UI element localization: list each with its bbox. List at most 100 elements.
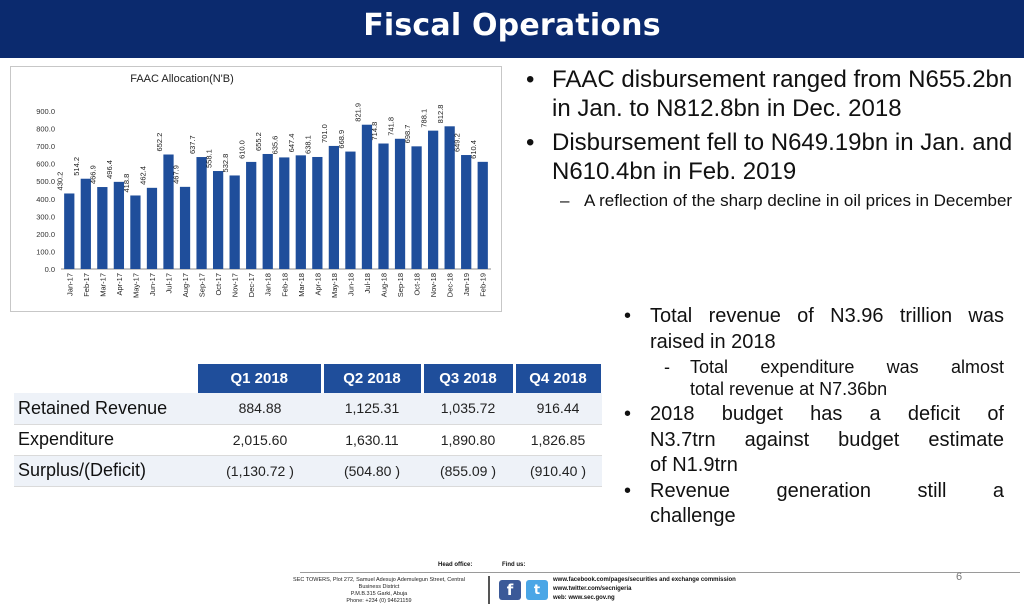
table-header: Q2 2018 — [322, 364, 424, 393]
data-label: 812.8 — [436, 105, 445, 124]
data-label: 466.9 — [89, 165, 98, 184]
row-label: Expenditure — [14, 424, 198, 456]
data-label: 714.8 — [370, 122, 379, 141]
y-tick-label: 100.0 — [36, 247, 55, 256]
bullet-marker: • — [526, 129, 535, 156]
table-row: Expenditure 2,015.60 1,630.11 1,890.80 1… — [14, 424, 602, 456]
bar — [427, 130, 439, 269]
bullet-text: Disbursement fell to N649.19bn in Jan. a… — [552, 129, 1013, 185]
x-tick-label: Jun-18 — [346, 273, 355, 296]
bar — [163, 154, 174, 269]
x-tick-label: Feb-17 — [82, 273, 91, 297]
data-label: 821.9 — [353, 103, 362, 122]
x-tick-label: Feb-19 — [479, 273, 488, 297]
top-bullets: • FAAC disbursement ranged from N655.2bn… — [522, 66, 1014, 211]
y-tick-label: 200.0 — [36, 230, 55, 239]
data-label: 496.4 — [105, 160, 114, 179]
sub-bullet-marker: – — [560, 191, 570, 210]
x-tick-label: Nov-18 — [429, 273, 438, 297]
footer: Head office: SEC TOWERS, Plot 272, Samue… — [0, 562, 1024, 606]
bullet-line: Total revenue of N3.96 trillion was — [650, 305, 1004, 327]
bullet-revenue-challenge: • Revenue generation still a challenge — [622, 479, 1004, 530]
chart-title: FAAC Allocation(N'B) — [130, 73, 234, 85]
bar — [212, 171, 224, 269]
twitter-link[interactable]: www.twitter.com/secnigeria — [553, 586, 632, 592]
bullet-marker: • — [526, 66, 535, 93]
bullet-line: raised in 2018 — [650, 330, 776, 353]
bullet-budget-deficit: • 2018 budget has a deficit of N3.7trn a… — [622, 402, 1004, 479]
data-label: 610.4 — [469, 140, 478, 159]
y-tick-label: 700.0 — [36, 142, 55, 151]
data-label: 637.7 — [188, 135, 197, 154]
bar — [130, 195, 141, 269]
faac-chart: 0.0 100.0 200.0 300.0 400.0 500.0 600.0 700.0 80… — [10, 66, 502, 312]
bar — [262, 153, 273, 269]
twitter-icon[interactable]: t — [526, 580, 548, 600]
slide-title: Fiscal Operations — [363, 8, 661, 43]
office-address-line: SEC TOWERS, Plot 272, Samuel Adesujo Ade… — [293, 577, 465, 583]
data-label: 558.1 — [204, 149, 213, 168]
bar — [295, 155, 306, 269]
data-label: 655.2 — [254, 132, 263, 151]
bar — [64, 193, 75, 269]
table-header: Q1 2018 — [198, 364, 324, 393]
table-row: Surplus/(Deficit) (1,130.72 ) (504.80 ) … — [14, 455, 602, 487]
x-tick-label: Sep-17 — [198, 273, 207, 297]
data-label: 652.2 — [155, 133, 164, 152]
bullet-total-revenue: • Total revenue of N3.96 trillion was ra… — [622, 304, 1004, 355]
bar — [246, 161, 257, 269]
table-header-row: Q1 2018 Q2 2018 Q3 2018 Q4 2018 — [14, 364, 604, 393]
bullet-marker: • — [624, 479, 632, 502]
bar — [477, 161, 488, 269]
facebook-icon[interactable]: f — [499, 580, 521, 600]
data-label: 430.2 — [56, 172, 65, 191]
y-tick-label: 300.0 — [36, 212, 55, 221]
faac-chart-svg: 0.0 100.0 200.0 300.0 400.0 500.0 600.0 700.0 80… — [36, 103, 491, 298]
table-cell: 884.88 — [198, 393, 322, 425]
bar — [179, 186, 191, 269]
x-tick-label: Sep-18 — [396, 273, 405, 297]
footer-divider — [300, 572, 1020, 573]
y-tick-label: 500.0 — [36, 177, 55, 186]
x-tick-label: Aug-18 — [380, 273, 389, 297]
page-number: 6 — [956, 571, 963, 583]
y-tick-label: 800.0 — [36, 125, 55, 134]
x-tick-label: Jan-18 — [264, 273, 273, 296]
x-tick-label: Nov-17 — [231, 273, 240, 297]
website-link[interactable]: web: www.sec.gov.ng — [553, 595, 615, 601]
bar — [361, 124, 373, 269]
fiscal-table: Q1 2018 Q2 2018 Q3 2018 Q4 2018 Retained… — [14, 364, 604, 487]
bar — [113, 181, 125, 269]
x-tick-label: Oct-17 — [214, 273, 223, 296]
table-cell: (855.09 ) — [422, 455, 514, 487]
facebook-link[interactable]: www.facebook.com/pages/securities and ex… — [553, 577, 736, 583]
bullet-line: Revenue generation still a — [650, 479, 1004, 502]
data-label: 638.1 — [304, 135, 313, 154]
x-tick-label: Oct-18 — [413, 273, 422, 296]
office-address-line: P.M.B.315 Garki, Abuja — [350, 591, 408, 597]
x-tick-label: May-17 — [131, 273, 140, 298]
table-cell: 1,125.31 — [322, 393, 422, 425]
x-tick-label: Jul-17 — [165, 273, 174, 293]
x-tick-label: Feb-18 — [280, 273, 289, 297]
bar — [229, 175, 240, 269]
bar — [97, 187, 108, 269]
x-tick-label: Mar-18 — [297, 273, 306, 297]
data-label: 788.1 — [419, 109, 428, 128]
x-tick-label: Jul-18 — [363, 273, 372, 293]
bullet-marker: • — [624, 403, 632, 425]
right-bullets: • Total revenue of N3.96 trillion was ra… — [622, 304, 1004, 530]
table-cell: (1,130.72 ) — [198, 455, 322, 487]
title-bar: Fiscal Operations — [0, 0, 1024, 58]
bar — [312, 156, 323, 269]
sub-bullet-expenditure: - Total expenditure was almost total rev… — [622, 356, 1004, 400]
table-cell: 916.44 — [514, 393, 602, 425]
data-label: 698.7 — [403, 125, 412, 144]
sub-bullet-text: A reflection of the sharp decline in oil… — [584, 191, 1013, 210]
bullet-text: FAAC disbursement ranged from N655.2bn i… — [552, 66, 1013, 122]
x-tick-label: Apr-17 — [115, 273, 124, 296]
data-label: 649.2 — [453, 133, 462, 152]
data-label: 418.8 — [122, 174, 131, 193]
row-label: Retained Revenue — [14, 393, 198, 425]
bullet-line: N3.7trn against budget estimate — [650, 428, 1004, 451]
